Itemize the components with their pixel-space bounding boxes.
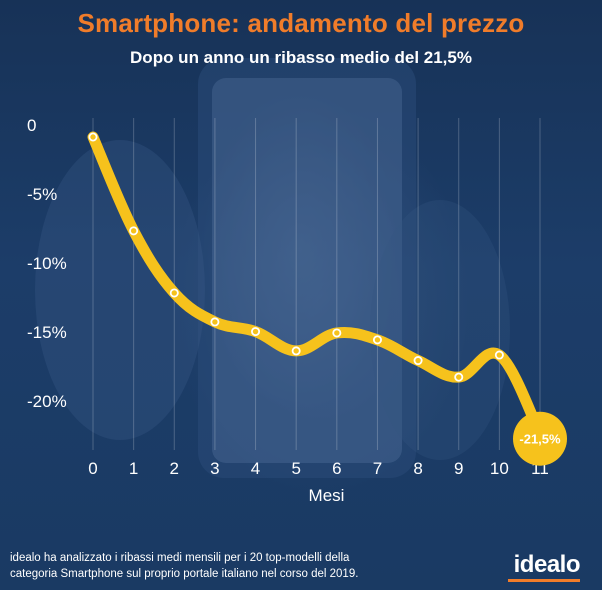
end-value-marker: -21,5% bbox=[513, 411, 567, 466]
footer-note: idealo ha analizzato i ribassi medi mens… bbox=[10, 550, 450, 582]
footer-note-line: idealo ha analizzato i ribassi medi mens… bbox=[10, 552, 350, 564]
chart-subtitle: Dopo un anno un ribasso medio del 21,5% bbox=[130, 48, 472, 67]
logo-underline bbox=[508, 579, 580, 582]
end-value-label: -21,5% bbox=[519, 432, 561, 447]
data-point bbox=[494, 350, 504, 360]
x-axis-label: Mesi bbox=[309, 486, 345, 505]
data-point bbox=[291, 346, 301, 356]
x-tick-label: 6 bbox=[332, 459, 341, 478]
x-tick-label: 3 bbox=[210, 459, 219, 478]
series-line bbox=[87, 131, 546, 440]
data-point bbox=[88, 132, 98, 142]
data-point bbox=[454, 372, 464, 382]
idealo-logo: idealo bbox=[513, 551, 581, 578]
x-tick-label: 1 bbox=[129, 459, 138, 478]
x-axis-ticks: 0 1 2 3 4 5 6 7 8 9 10 11 bbox=[88, 459, 549, 478]
x-tick-label: 7 bbox=[373, 459, 382, 478]
data-point bbox=[129, 226, 139, 236]
x-tick-label: 4 bbox=[251, 459, 260, 478]
footer: idealo ha analizzato i ribassi medi mens… bbox=[0, 550, 602, 590]
data-point bbox=[332, 328, 342, 338]
right-hand-silhouette bbox=[370, 200, 510, 460]
data-point bbox=[169, 288, 179, 298]
x-tick-label: 9 bbox=[454, 459, 463, 478]
x-tick-label: 8 bbox=[413, 459, 422, 478]
end-value-circle bbox=[513, 411, 567, 466]
phone-screen bbox=[212, 78, 402, 463]
data-point bbox=[372, 335, 382, 345]
y-tick-label: -5% bbox=[27, 185, 57, 204]
left-hand-silhouette bbox=[35, 140, 205, 440]
x-tick-label: 5 bbox=[291, 459, 300, 478]
phone-silhouette bbox=[198, 58, 416, 478]
data-points bbox=[88, 132, 504, 382]
y-axis-ticks: 0 -5% -10% -15% -20% bbox=[27, 116, 67, 411]
data-point bbox=[210, 317, 220, 327]
x-tick-label: 10 bbox=[490, 459, 509, 478]
grid-lines bbox=[92, 118, 541, 450]
y-tick-label: -20% bbox=[27, 392, 67, 411]
footer-note-line: categoria Smartphone sul proprio portale… bbox=[10, 568, 359, 580]
data-point bbox=[251, 327, 261, 337]
y-tick-label: -15% bbox=[27, 323, 67, 342]
y-tick-label: 0 bbox=[27, 116, 36, 135]
x-tick-label: 0 bbox=[88, 459, 97, 478]
chart-title: Smartphone: andamento del prezzo bbox=[77, 8, 525, 38]
data-point bbox=[413, 356, 423, 366]
y-tick-label: -10% bbox=[27, 254, 67, 273]
x-tick-label: 2 bbox=[170, 459, 179, 478]
